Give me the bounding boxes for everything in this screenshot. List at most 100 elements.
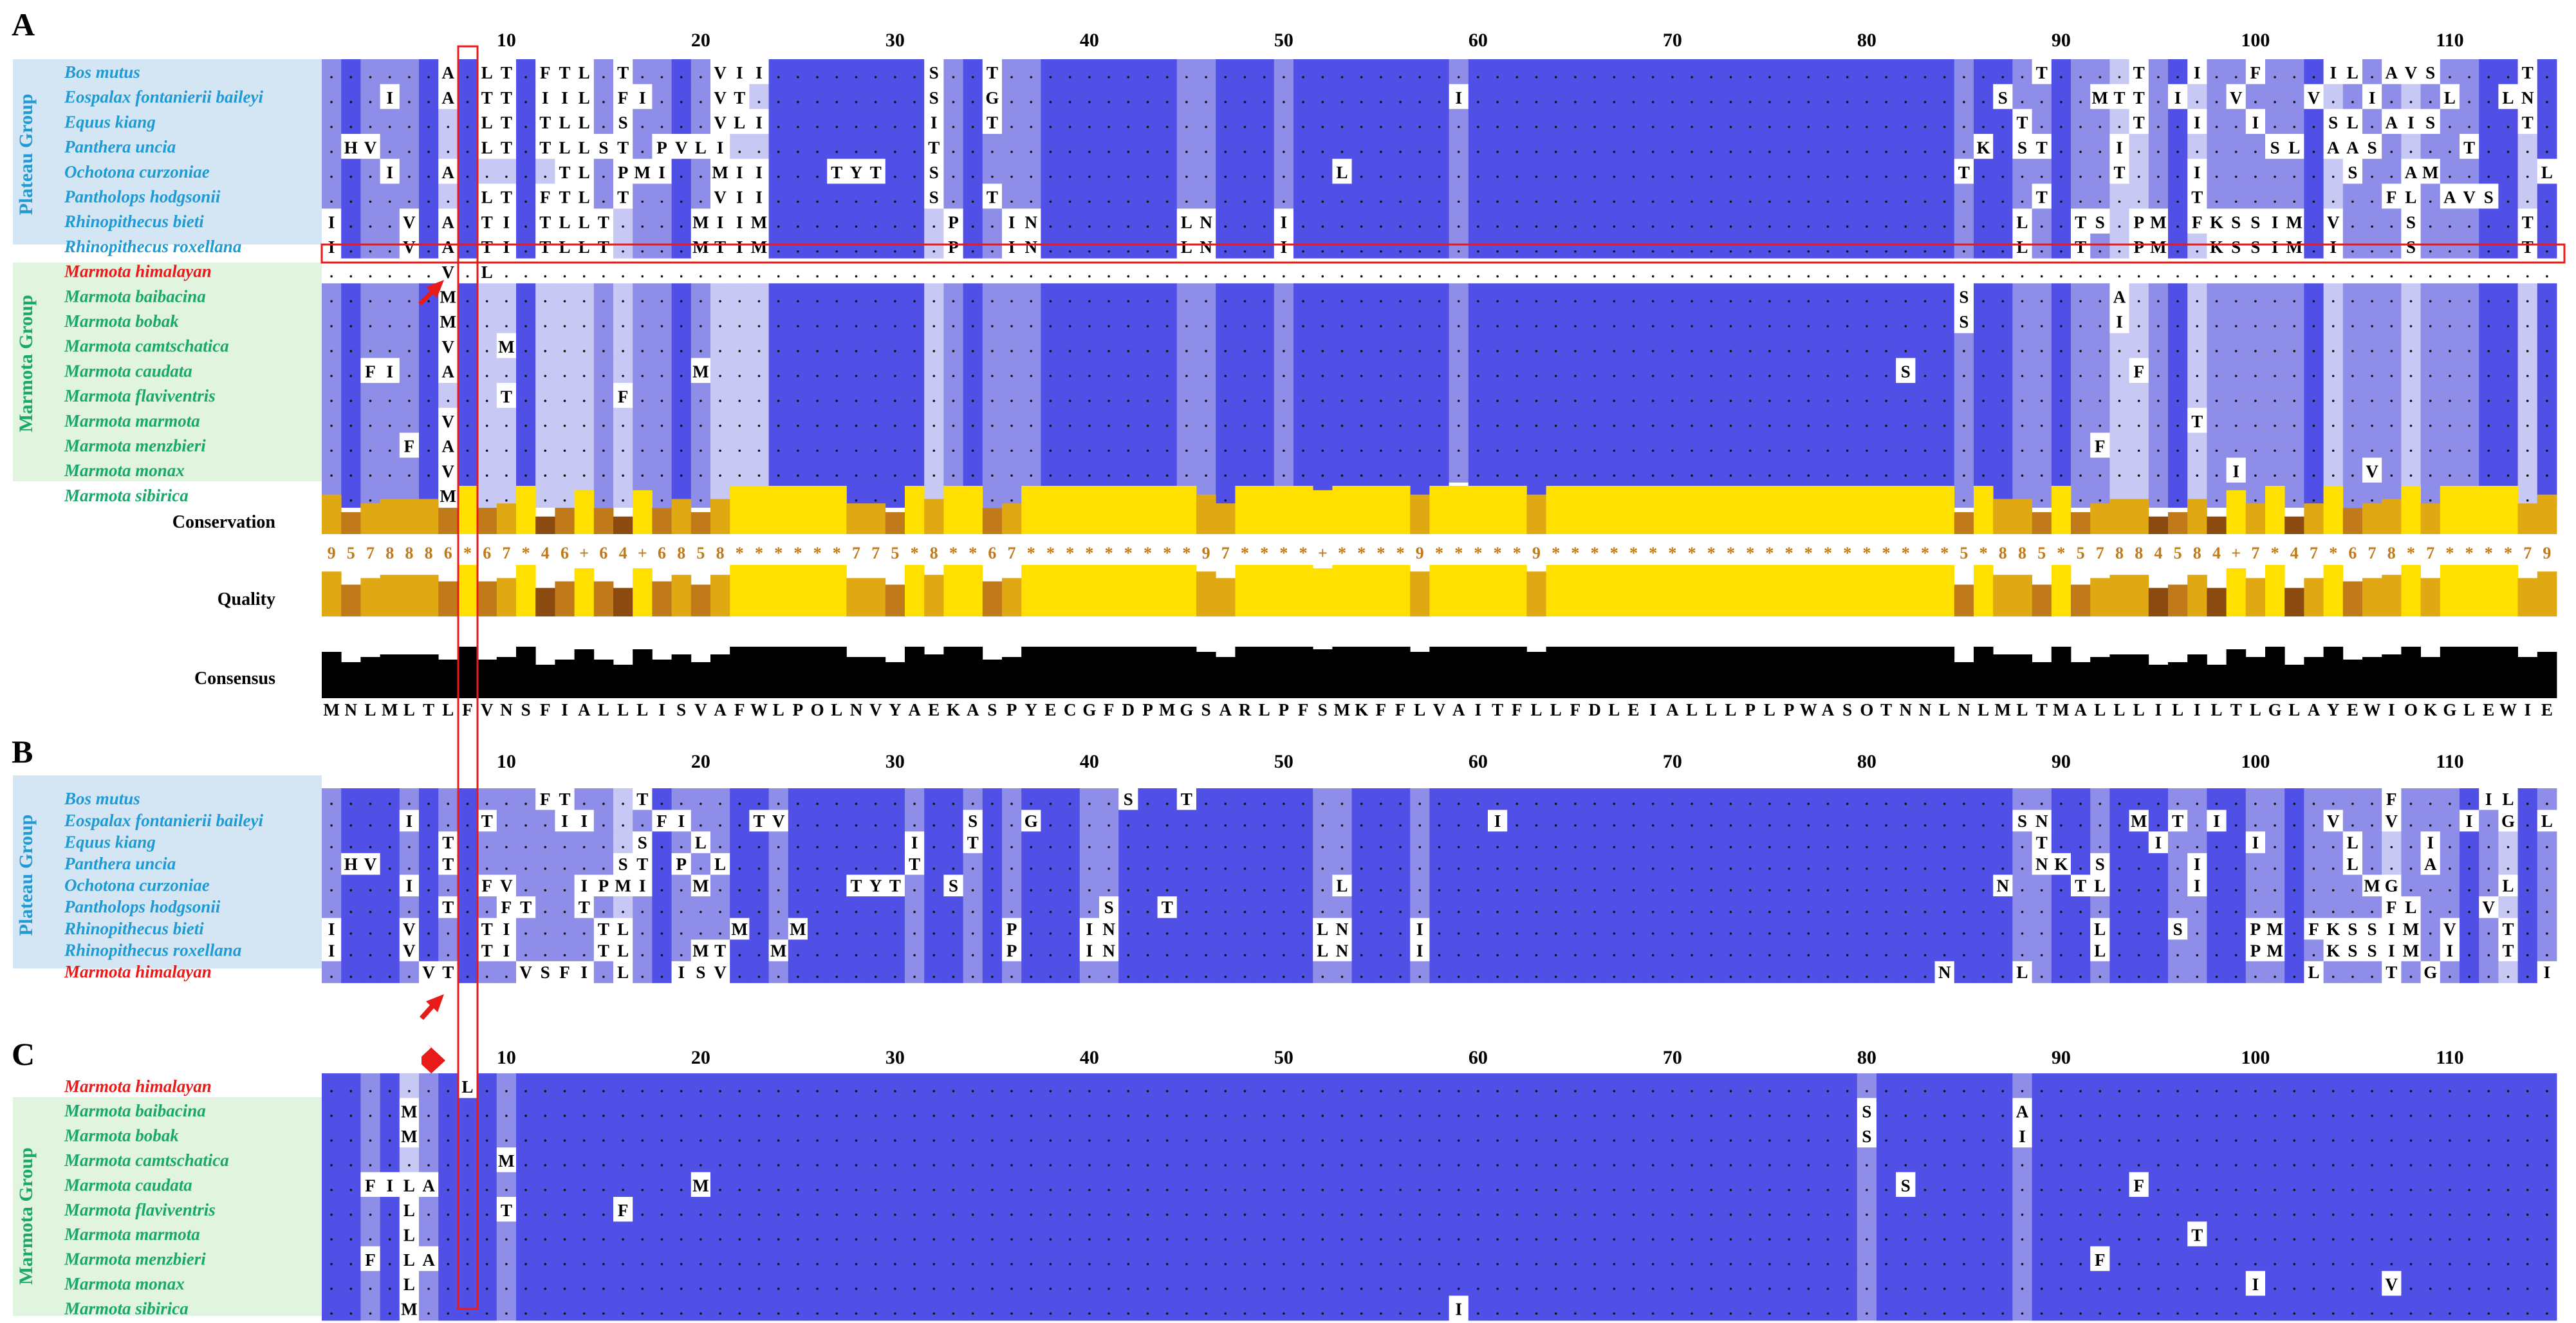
gap-dot [1943, 175, 1946, 178]
gap-dot [2487, 424, 2490, 427]
gap-dot [1127, 424, 1130, 427]
gap-dot [835, 846, 839, 849]
gap-dot [952, 846, 955, 849]
gap-dot [1477, 275, 1479, 278]
gap-dot [2176, 846, 2179, 849]
gap-dot [1088, 300, 1091, 302]
residue-cell [535, 109, 555, 134]
gap-dot [2293, 449, 2296, 452]
gap-dot [700, 200, 702, 203]
gap-dot [1904, 349, 1907, 353]
residue-letter: L [2405, 188, 2416, 207]
gap-dot [1826, 802, 1830, 805]
residue-cell [2245, 810, 2266, 832]
residue-letter: T [2522, 212, 2534, 232]
residue-letter: L [2288, 138, 2300, 157]
gap-dot [1263, 151, 1266, 153]
gap-dot [1729, 424, 1732, 427]
gap-dot [835, 100, 839, 104]
residue-letter: P [656, 138, 667, 157]
residue-cell [2168, 59, 2188, 85]
residue-cell [749, 831, 769, 854]
gap-dot [1146, 375, 1149, 378]
residue-cell [360, 407, 380, 433]
residue-cell [710, 208, 730, 234]
residue-cell [768, 158, 789, 184]
gap-dot [2254, 474, 2257, 477]
gap-dot [1302, 125, 1304, 129]
gap-dot [1205, 867, 1207, 870]
gap-dot [797, 867, 799, 870]
residue-letter: I [1281, 212, 1288, 232]
residue-cell [1643, 183, 1663, 209]
gap-dot [1788, 100, 1790, 104]
residue-cell [1079, 853, 1100, 875]
residue-cell [2071, 208, 2091, 234]
residue-cell [1799, 788, 1819, 810]
residue-cell [1371, 358, 1391, 384]
gap-dot [738, 846, 741, 849]
gap-dot [2312, 125, 2315, 129]
residue-cell [1313, 109, 1333, 134]
residue-cell [2148, 333, 2169, 358]
residue-cell [710, 158, 730, 184]
residue-cell [1157, 407, 1178, 433]
gap-dot [1243, 100, 1246, 104]
gap-dot [1496, 250, 1499, 253]
residue-cell [1837, 158, 1858, 184]
gap-dot [641, 225, 644, 228]
gap-dot [1418, 846, 1422, 849]
residue-cell [1585, 109, 1605, 134]
residue-cell [2460, 432, 2479, 458]
residue-cell [2440, 333, 2460, 358]
residue-cell [1099, 810, 1119, 832]
residue-cell [710, 407, 730, 433]
gap-dot [1846, 300, 1849, 302]
gap-dot [797, 100, 799, 104]
residue-cell [1934, 283, 1955, 309]
residue-cell [2479, 458, 2499, 483]
gap-dot [1807, 151, 1810, 153]
residue-cell [710, 383, 730, 409]
residue-letter: T [617, 63, 629, 82]
ruler-tick-label: 80 [1857, 751, 1876, 772]
residue-cell [2460, 788, 2479, 810]
residue-cell [2265, 233, 2285, 259]
gap-dot [2001, 225, 2005, 228]
gap-dot [1904, 449, 1907, 452]
gap-dot [1321, 151, 1324, 153]
residue-cell [1449, 831, 1469, 854]
gap-dot [582, 375, 586, 378]
gap-dot [563, 275, 566, 278]
residue-cell [1332, 407, 1352, 433]
gap-dot [1788, 824, 1790, 827]
gap-dot [2040, 100, 2043, 104]
residue-cell [1293, 810, 1313, 832]
residue-cell [866, 109, 886, 134]
residue-cell [1176, 432, 1197, 458]
gap-dot [330, 846, 333, 849]
residue-cell [2537, 158, 2557, 184]
residue-letter: T [598, 237, 609, 257]
residue-cell [1624, 283, 1644, 309]
residue-cell [2109, 109, 2129, 134]
residue-cell [360, 158, 380, 184]
residue-cell [2071, 333, 2091, 358]
residue-cell [768, 788, 789, 810]
gap-dot [874, 424, 877, 427]
gap-dot [1807, 225, 1810, 228]
residue-cell [2460, 333, 2479, 358]
gap-dot [505, 846, 508, 849]
residue-cell [1332, 458, 1352, 483]
residue-cell [788, 831, 808, 854]
residue-cell [1254, 308, 1275, 334]
residue-cell [1721, 183, 1741, 209]
gap-dot [797, 424, 799, 427]
residue-cell [1876, 233, 1896, 259]
residue-cell [2109, 158, 2129, 184]
residue-cell [1002, 458, 1022, 483]
residue-cell [2032, 383, 2052, 409]
gap-dot [2234, 802, 2238, 805]
gap-dot [1613, 125, 1616, 129]
gap-dot [622, 250, 624, 253]
